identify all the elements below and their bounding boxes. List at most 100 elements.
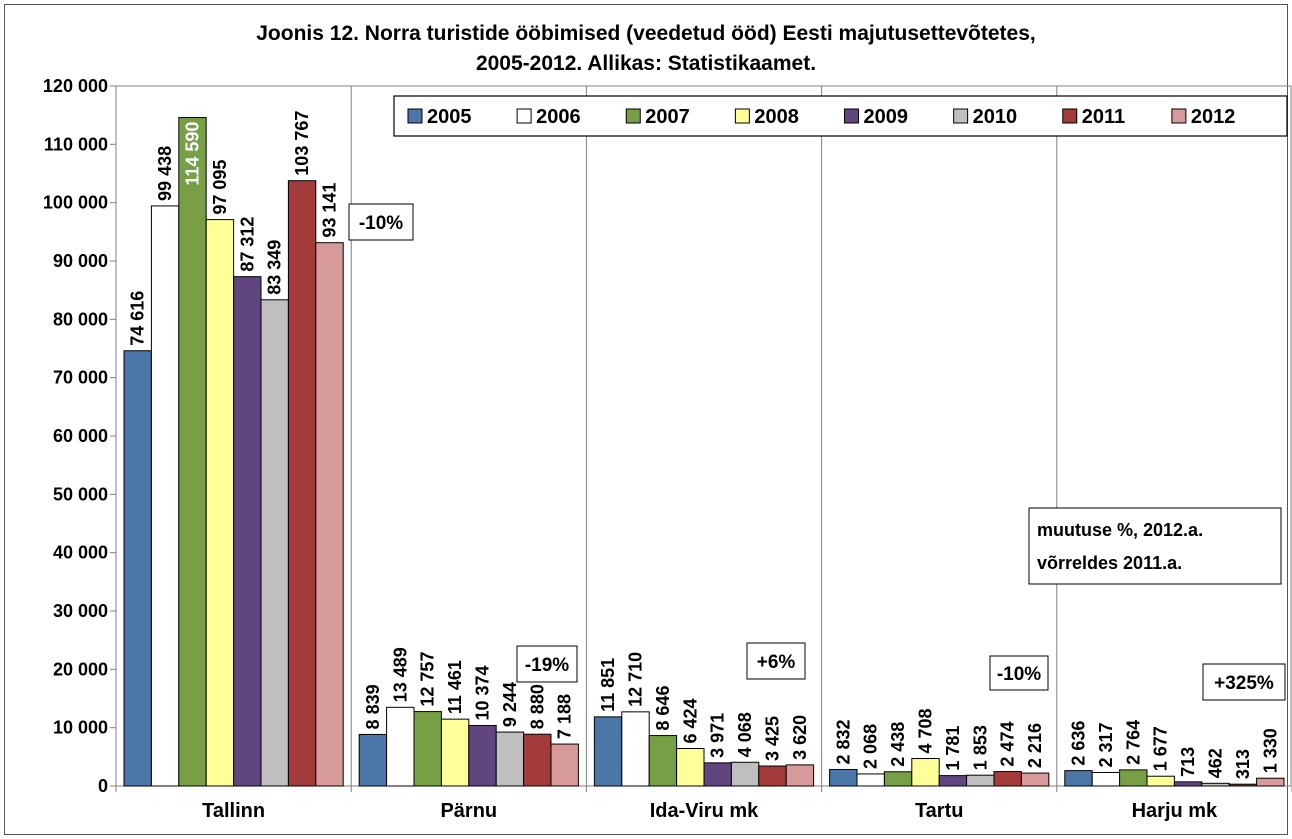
bar-2009 (233, 276, 262, 787)
y-tick-label: 0 (98, 776, 108, 796)
legend-swatch-2008 (734, 108, 750, 124)
legend-label-2012: 2012 (1191, 106, 1236, 128)
bar-2006 (150, 205, 180, 787)
bar-2012 (550, 743, 579, 787)
data-label: 74 616 (128, 291, 148, 346)
y-tick-label: 60 000 (53, 426, 108, 446)
x-category-label: Tallinn (202, 800, 265, 822)
legend-swatch-2009 (844, 108, 859, 124)
change-percent-box (348, 203, 414, 241)
bar-2012 (785, 764, 815, 787)
data-label: 1 781 (943, 726, 963, 771)
legend-label-2008: 2008 (754, 106, 799, 128)
data-label: 99 438 (155, 146, 175, 201)
x-category-label: Harju mk (1132, 800, 1218, 822)
y-tick-label: 10 000 (53, 718, 108, 738)
data-label: 2 068 (861, 724, 881, 769)
bar-2008 (911, 758, 940, 787)
data-label: 93 141 (320, 183, 340, 238)
legend-swatch-2007 (625, 108, 641, 124)
change-percent-label: +6% (757, 652, 796, 673)
x-category-label: Pärnu (440, 800, 497, 822)
bar-2008 (676, 748, 705, 787)
bar-2007 (883, 771, 913, 787)
bar-2008 (440, 718, 470, 787)
bar-2011 (1228, 783, 1258, 787)
y-tick-label: 20 000 (53, 659, 108, 679)
legend-label-2005: 2005 (427, 106, 472, 128)
legend-swatch-2005 (407, 108, 423, 124)
data-label: 8 646 (653, 686, 673, 731)
bar-2006 (856, 773, 885, 787)
y-tick-label: 40 000 (53, 543, 108, 563)
legend-label-2007: 2007 (645, 106, 690, 128)
bar-2006 (621, 711, 650, 787)
legend (393, 95, 1288, 137)
y-tick-label: 50 000 (53, 484, 108, 504)
data-label: 12 710 (626, 652, 646, 707)
data-label: 103 767 (292, 111, 312, 176)
note-line-2: võrreldes 2011.a. (1037, 553, 1182, 573)
bar-2012 (1256, 777, 1285, 787)
y-tick-label: 100 000 (43, 193, 108, 213)
legend-swatch-2012 (1171, 108, 1187, 124)
data-label: 1 330 (1260, 728, 1280, 773)
data-label: 6 424 (680, 698, 700, 743)
data-label: 2 832 (833, 719, 853, 764)
bar-2012 (1020, 772, 1050, 787)
bar-2008 (1146, 775, 1175, 787)
bar-2007 (648, 735, 678, 787)
bar-2011 (758, 765, 787, 787)
bar-2011 (287, 180, 317, 787)
bar-2010 (260, 299, 289, 787)
data-label: 87 312 (237, 217, 257, 272)
data-label: 3 971 (708, 713, 728, 758)
change-percent-box (1202, 663, 1286, 701)
data-label: 11 851 (598, 658, 618, 712)
x-category-label: Ida-Viru mk (650, 800, 759, 822)
data-label: 2 317 (1096, 722, 1116, 767)
legend-label-2011: 2011 (1082, 106, 1125, 128)
data-label: 2 636 (1069, 721, 1089, 766)
bar-2009 (1173, 781, 1203, 787)
data-label: 4 708 (916, 708, 936, 753)
data-label: 1 677 (1151, 726, 1171, 771)
legend-swatch-2010 (953, 108, 969, 124)
data-label: 8 839 (363, 684, 383, 729)
y-tick-label: 110 000 (44, 134, 108, 154)
bar-2010 (1201, 782, 1230, 787)
legend-swatch-2006 (516, 108, 532, 124)
bar-2009 (938, 775, 968, 787)
bar-2007 (1119, 769, 1148, 787)
data-label: 3 425 (763, 716, 783, 761)
note-box (1028, 507, 1282, 585)
bar-2010 (730, 761, 760, 787)
data-label: 13 489 (390, 647, 410, 702)
bar-2005 (829, 768, 858, 787)
data-label: 10 374 (473, 665, 493, 720)
data-label: 114 590 (183, 122, 203, 186)
bar-2005 (593, 716, 623, 787)
change-percent-label: -19% (525, 655, 569, 676)
bar-2010 (966, 774, 995, 787)
data-label: 3 620 (790, 715, 810, 760)
note-line-1: muutuse %, 2012.a. (1037, 520, 1203, 540)
data-label: 462 (1206, 748, 1226, 778)
data-label: 1 853 (970, 725, 990, 770)
legend-label-2009: 2009 (864, 106, 909, 128)
y-tick-label: 120 000 (43, 76, 108, 96)
legend-label-2006: 2006 (536, 106, 581, 128)
bar-2007 (178, 117, 207, 787)
x-category-label: Tartu (915, 800, 964, 822)
data-label: 11 461 (445, 660, 465, 714)
bar-2006 (1091, 771, 1121, 787)
bar-2006 (386, 706, 415, 787)
bar-2008 (205, 219, 235, 787)
data-label: 83 349 (265, 240, 285, 295)
data-label: 2 474 (998, 722, 1018, 767)
plot-area: 0 10 000 20 000 30 000 40 000 50 000 60 000 70 … (43, 76, 1292, 822)
data-label: 8 880 (527, 684, 547, 729)
bar-2011 (993, 771, 1022, 787)
change-percent-box (516, 645, 578, 683)
